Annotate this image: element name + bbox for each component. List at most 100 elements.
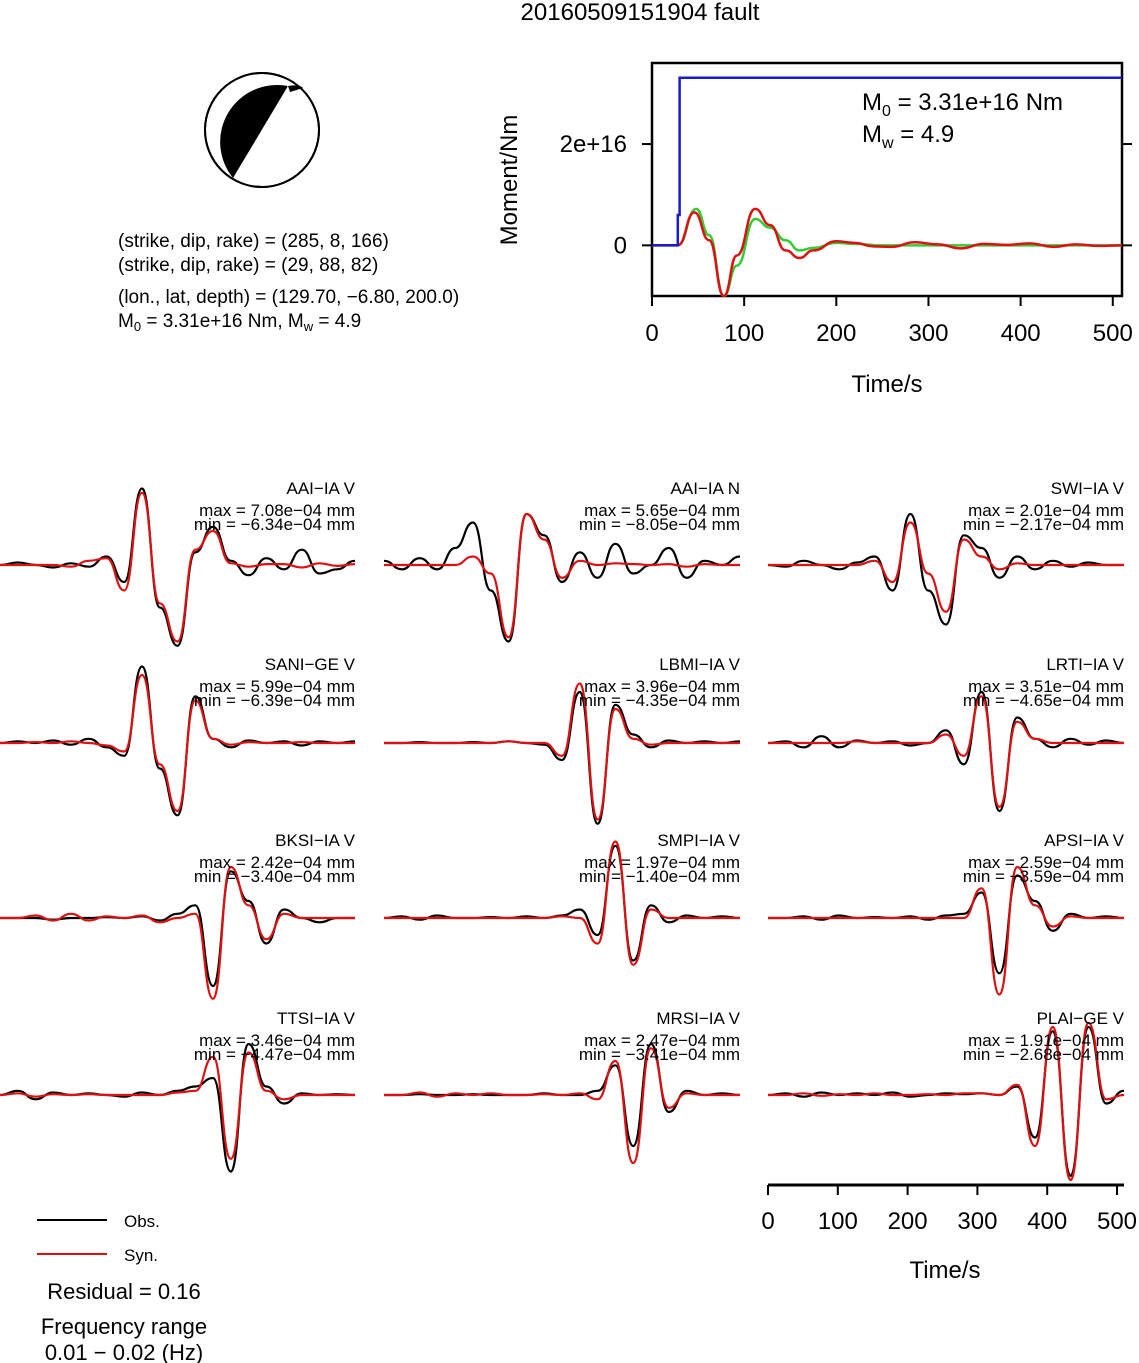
moment-m0-annotation: M0 = 3.31e+16 Nm xyxy=(862,89,1063,120)
waveform-x-tick-label: 500 xyxy=(1097,1208,1137,1235)
waveform-x-tick-label: 400 xyxy=(1027,1208,1067,1235)
station-label: BKSI−IA V xyxy=(275,831,356,850)
plane2-text: (strike, dip, rake) = (29, 88, 82) xyxy=(118,255,378,276)
station-min: min = −6.34e−04 mm xyxy=(194,515,355,534)
station-max: max = 1.91e−04 mm xyxy=(968,1031,1124,1050)
beachball xyxy=(204,72,320,188)
station-max: max = 3.51e−04 mm xyxy=(968,677,1124,696)
station-max: max = 7.08e−04 mm xyxy=(199,501,355,520)
moment-magnitude-text: M0 = 3.31e+16 Nm, Mw = 4.9 xyxy=(118,311,361,334)
moment-series-line xyxy=(652,207,1123,298)
station-min: min = −3.59e−04 mm xyxy=(963,867,1124,886)
station-max: max = 2.01e−04 mm xyxy=(968,501,1124,520)
synthetic-trace xyxy=(768,865,1124,996)
station-label: SMPI−IA V xyxy=(657,831,740,850)
legend-obs-label: Obs. xyxy=(124,1212,160,1231)
station-label: PLAI−GE V xyxy=(1037,1009,1125,1028)
synthetic-trace xyxy=(768,695,1124,808)
station-label: LBMI−IA V xyxy=(659,655,740,674)
moment-x-tick-label: 500 xyxy=(1093,320,1133,347)
station-max: max = 2.47e−04 mm xyxy=(584,1031,740,1050)
station-min: min = −3.40e−04 mm xyxy=(194,867,355,886)
moment-x-axis-label: Time/s xyxy=(851,371,922,398)
station-label: MRSI−IA V xyxy=(656,1009,740,1028)
residual-text: Residual = 0.16 xyxy=(47,1279,201,1304)
moment-y-tick-label: 0 xyxy=(614,232,627,259)
moment-series-line xyxy=(652,207,1122,298)
synthetic-trace xyxy=(767,1021,1125,1182)
station-label: SANI−GE V xyxy=(265,655,356,674)
station-max: max = 3.96e−04 mm xyxy=(584,677,740,696)
station-min: min = −1.40e−04 mm xyxy=(579,867,740,886)
station-min: min = −4.35e−04 mm xyxy=(579,691,740,710)
beachball-compression-quadrant xyxy=(220,84,288,178)
station-min: min = −4.65e−04 mm xyxy=(963,691,1124,710)
station-label: SWI−IA V xyxy=(1051,479,1125,498)
moment-x-tick-label: 300 xyxy=(908,320,948,347)
synthetic-trace xyxy=(0,1051,355,1160)
moment-y-axis-label: Moment/Nm xyxy=(496,115,523,246)
station-max: max = 3.46e−04 mm xyxy=(199,1031,355,1050)
synthetic-trace xyxy=(0,865,355,1000)
station-min: min = −2.68e−04 mm xyxy=(963,1045,1124,1064)
station-max: max = 2.59e−04 mm xyxy=(968,853,1124,872)
station-label: LRTI−IA V xyxy=(1046,655,1124,674)
plane1-text: (strike, dip, rake) = (285, 8, 166) xyxy=(118,231,389,252)
observed-trace xyxy=(0,870,355,988)
moment-x-tick-label: 100 xyxy=(724,320,764,347)
legend: Obs. Syn. xyxy=(37,1212,160,1265)
moment-series-line xyxy=(652,76,1122,247)
waveform-x-axis-label: Time/s xyxy=(909,1257,980,1284)
synthetic-trace xyxy=(384,840,740,966)
moment-x-tick-label: 200 xyxy=(816,320,856,347)
station-max: max = 1.97e−04 mm xyxy=(584,853,740,872)
synthetic-trace xyxy=(383,512,740,639)
synthetic-trace xyxy=(767,521,1124,613)
moment-x-tick-label: 400 xyxy=(1001,320,1041,347)
station-max: max = 2.42e−04 mm xyxy=(199,853,355,872)
synthetic-trace xyxy=(384,682,740,821)
frequency-range-title: Frequency range xyxy=(41,1314,207,1339)
waveform-x-tick-label: 200 xyxy=(888,1208,928,1235)
moment-x-tick-label: 0 xyxy=(645,320,658,347)
station-min: min = −6.39e−04 mm xyxy=(194,691,355,710)
station-max: max = 5.65e−04 mm xyxy=(584,501,740,520)
frequency-range-value: 0.01 − 0.02 (Hz) xyxy=(45,1340,203,1363)
station-label: TTSI−IA V xyxy=(277,1009,356,1028)
synthetic-trace xyxy=(0,491,356,643)
legend-syn-label: Syn. xyxy=(124,1246,158,1265)
station-min: min = −8.05e−04 mm xyxy=(579,515,740,534)
waveform-x-tick-label: 100 xyxy=(818,1208,858,1235)
observed-trace xyxy=(384,690,741,825)
moment-y-tick-label: 2e+16 xyxy=(560,131,627,158)
station-min: min = −2.17e−04 mm xyxy=(963,515,1124,534)
figure-title: 20160509151904 fault xyxy=(521,0,760,26)
location-text: (lon., lat, depth) = (129.70, −6.80, 200… xyxy=(118,287,459,308)
waveform-time-axis: 0 100 200 300 400 500 xyxy=(761,1183,1137,1235)
station-min: min = −4.47e−04 mm xyxy=(194,1045,355,1064)
station-min: min = −3.41e−04 mm xyxy=(579,1045,740,1064)
station-label: AAI−IA V xyxy=(286,479,355,498)
moment-plot-frame xyxy=(650,61,1124,298)
synthetic-trace xyxy=(383,1047,740,1165)
observed-trace xyxy=(768,874,1125,975)
station-label: APSI−IA V xyxy=(1044,831,1125,850)
waveform-x-tick-label: 300 xyxy=(957,1208,997,1235)
station-label: AAI−IA N xyxy=(671,479,740,498)
synthetic-trace xyxy=(0,673,355,813)
